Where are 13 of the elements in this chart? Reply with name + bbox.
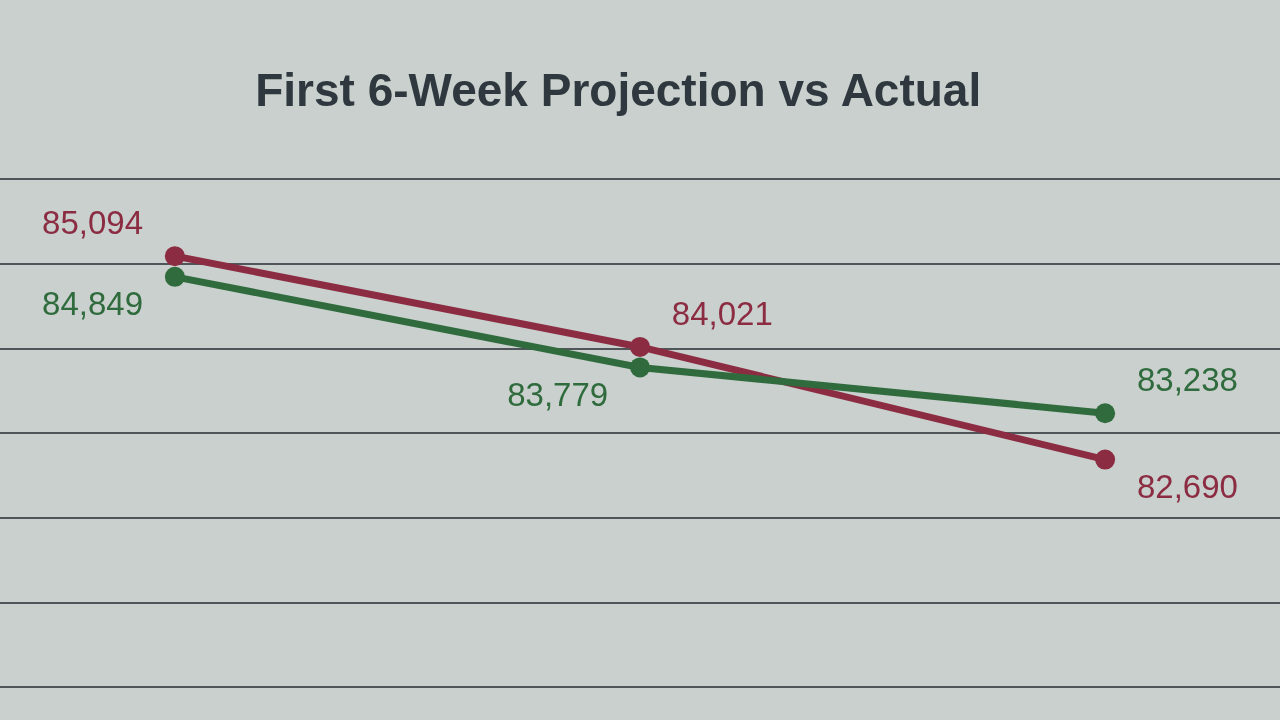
point bbox=[1095, 449, 1116, 470]
data-label: 83,779 bbox=[488, 375, 627, 413]
data-label: 82,690 bbox=[1118, 467, 1257, 505]
data-label: 84,021 bbox=[653, 295, 792, 333]
point bbox=[630, 357, 650, 378]
data-label: 85,094 bbox=[23, 204, 162, 242]
point bbox=[164, 266, 185, 287]
point bbox=[1095, 403, 1116, 424]
data-label: 83,238 bbox=[1118, 361, 1257, 399]
data-label: 84,849 bbox=[23, 285, 162, 323]
point bbox=[164, 246, 185, 267]
point bbox=[630, 336, 650, 357]
chart-title: First 6-Week Projection vs Actual bbox=[255, 64, 982, 117]
